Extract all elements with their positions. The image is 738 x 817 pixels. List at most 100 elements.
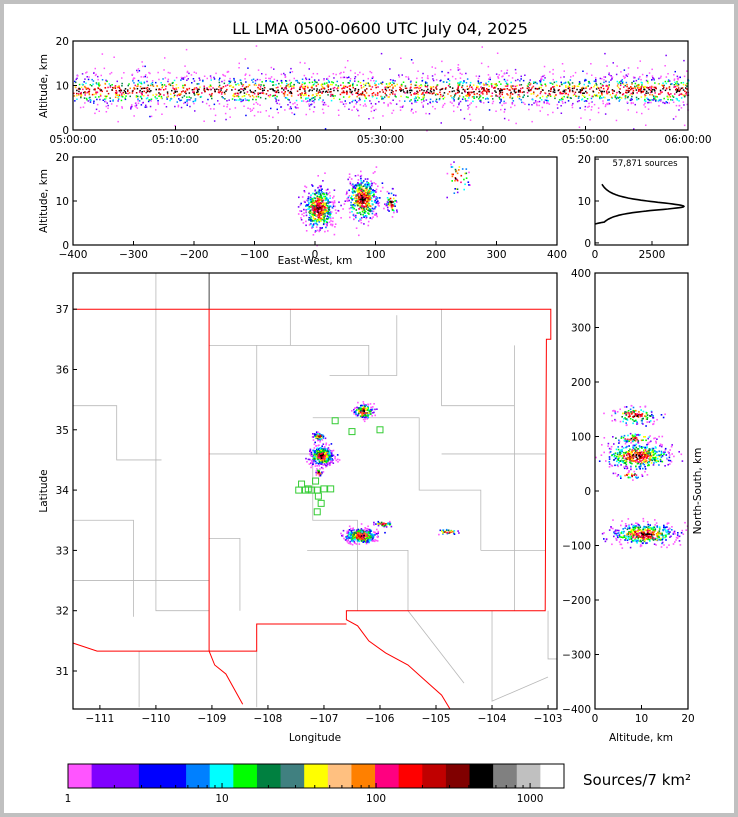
source-point	[517, 91, 520, 93]
source-point	[313, 193, 316, 195]
source-point	[222, 97, 224, 99]
source-point	[343, 91, 345, 94]
source-point	[370, 71, 373, 74]
source-point	[442, 98, 445, 100]
source-point	[453, 530, 456, 532]
source-point	[186, 71, 189, 74]
source-point	[324, 460, 326, 462]
source-point	[458, 103, 460, 106]
source-point	[437, 93, 439, 96]
source-point	[366, 533, 369, 536]
source-point	[147, 84, 149, 87]
source-point	[375, 212, 378, 215]
source-point	[473, 97, 476, 99]
source-point	[315, 85, 318, 87]
source-point	[100, 74, 102, 77]
source-point	[146, 90, 149, 93]
source-point	[590, 86, 593, 89]
source-point	[312, 202, 315, 204]
source-point	[83, 81, 85, 83]
source-point	[319, 447, 322, 449]
source-point	[371, 217, 373, 220]
y-tick-label: 0	[62, 125, 69, 137]
source-point	[96, 103, 99, 106]
source-point	[427, 103, 429, 105]
source-point	[321, 471, 323, 474]
source-point	[389, 523, 391, 526]
source-point	[314, 433, 317, 436]
source-point	[360, 404, 362, 407]
source-point	[231, 86, 234, 88]
source-point	[600, 90, 602, 93]
source-point	[510, 85, 512, 87]
source-point	[361, 414, 363, 417]
source-point	[366, 196, 368, 199]
source-point	[333, 200, 336, 202]
source-point	[439, 95, 442, 98]
source-point	[452, 98, 455, 100]
source-point	[93, 72, 95, 74]
source-point	[314, 218, 317, 220]
source-point	[488, 85, 490, 87]
source-point	[451, 90, 453, 93]
source-point	[251, 79, 253, 81]
source-point	[357, 198, 360, 201]
source-point	[253, 103, 255, 105]
source-point	[309, 199, 312, 202]
station-marker	[317, 499, 325, 507]
source-point	[322, 209, 324, 211]
source-point	[465, 82, 468, 84]
source-point	[394, 95, 396, 97]
source-point	[174, 105, 176, 108]
source-point	[383, 525, 386, 527]
source-point	[328, 81, 330, 83]
source-point	[429, 98, 432, 101]
source-point	[368, 532, 370, 534]
source-point	[335, 459, 338, 462]
source-point	[563, 95, 565, 98]
source-point	[372, 536, 375, 539]
source-point	[321, 472, 323, 475]
source-point	[347, 539, 349, 542]
source-point	[615, 73, 618, 76]
source-point	[298, 88, 301, 91]
source-point	[348, 176, 351, 179]
source-point	[359, 218, 361, 220]
source-point	[186, 102, 189, 104]
source-point	[360, 177, 362, 180]
source-point	[645, 92, 647, 94]
source-point	[645, 124, 647, 126]
source-point	[562, 98, 564, 101]
source-point	[312, 461, 315, 463]
source-point	[360, 523, 363, 525]
source-point	[321, 215, 324, 217]
source-point	[357, 534, 359, 536]
source-point	[243, 92, 246, 94]
source-point	[632, 92, 634, 94]
source-point	[390, 525, 393, 528]
source-point	[367, 224, 370, 227]
source-point	[135, 92, 138, 94]
source-point	[107, 104, 109, 107]
source-point	[682, 81, 685, 84]
source-point	[650, 101, 652, 104]
source-point	[359, 211, 361, 214]
station-marker	[312, 477, 320, 485]
source-point	[454, 93, 457, 95]
source-point	[366, 535, 368, 537]
source-point	[327, 88, 330, 91]
source-point	[80, 95, 82, 97]
source-point	[521, 91, 524, 94]
source-point	[537, 94, 539, 97]
source-point	[356, 536, 358, 539]
source-point	[79, 88, 81, 90]
source-point	[654, 92, 656, 94]
source-point	[457, 67, 459, 69]
source-point	[451, 102, 453, 104]
source-point	[601, 94, 603, 96]
source-point	[163, 84, 166, 86]
source-point	[331, 220, 334, 223]
source-point	[346, 190, 348, 193]
source-point	[343, 537, 345, 540]
source-point	[246, 91, 249, 93]
